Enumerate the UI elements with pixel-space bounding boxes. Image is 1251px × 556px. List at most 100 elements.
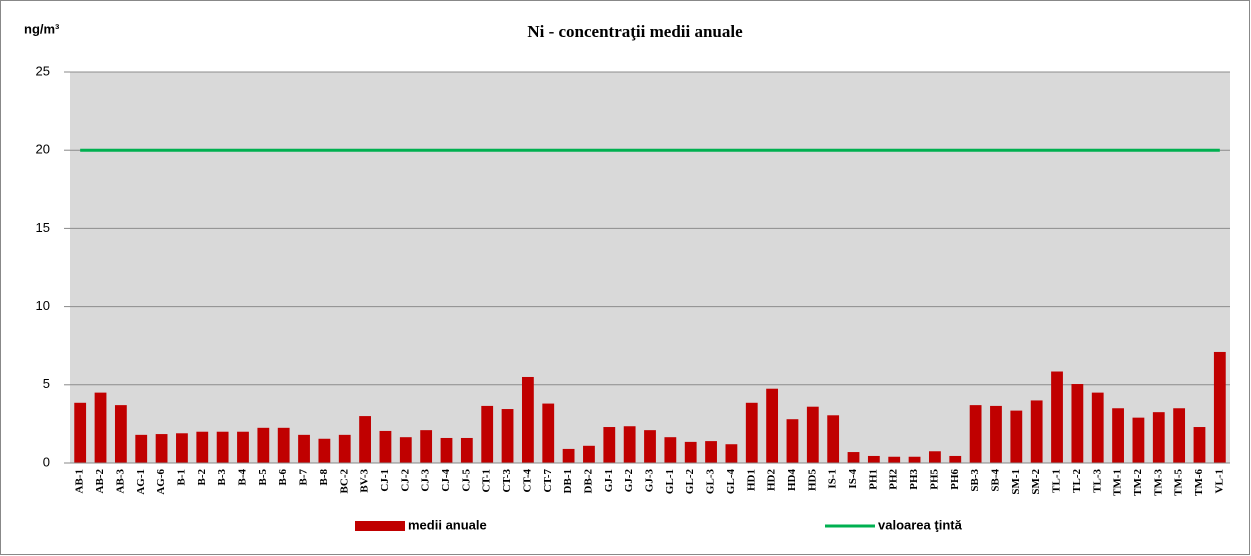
x-tick-label: VL-1 xyxy=(1213,469,1225,493)
y-tick-label: 10 xyxy=(36,298,50,313)
bar xyxy=(298,434,310,463)
bar xyxy=(420,430,433,463)
bar xyxy=(867,455,880,463)
bar xyxy=(501,409,514,463)
bar xyxy=(1213,351,1226,463)
bar xyxy=(1010,410,1023,463)
bar xyxy=(135,434,148,463)
x-tick-label: CT-3 xyxy=(501,469,513,493)
x-tick-label: TL-1 xyxy=(1051,469,1063,493)
bar xyxy=(359,416,371,463)
legend-swatch xyxy=(355,521,405,531)
legend-label: valoarea ţintă xyxy=(878,517,963,532)
bar xyxy=(237,431,249,463)
x-tick-label: TL-2 xyxy=(1071,469,1083,493)
x-tick-label: CT-4 xyxy=(521,469,533,493)
x-tick-label: PH2 xyxy=(888,469,900,490)
bar xyxy=(216,431,229,463)
bar xyxy=(1112,408,1124,463)
bar xyxy=(603,427,616,463)
x-tick-label: GL-2 xyxy=(684,469,696,495)
x-tick-label: B-8 xyxy=(318,469,330,486)
x-tick-label: AB-1 xyxy=(74,469,86,493)
bar xyxy=(460,437,473,463)
x-tick-label: IS-1 xyxy=(827,469,839,489)
x-tick-label: B-3 xyxy=(216,469,228,486)
y-axis-label: ng/m³ xyxy=(24,21,60,36)
bar xyxy=(644,430,656,463)
bar xyxy=(176,433,188,463)
bar xyxy=(1152,412,1165,463)
bar xyxy=(949,455,962,463)
bar xyxy=(827,415,840,463)
bar xyxy=(929,451,941,463)
x-tick-label: B-6 xyxy=(277,469,289,486)
bar xyxy=(786,419,799,463)
bar xyxy=(847,452,860,463)
x-tick-label: HD1 xyxy=(745,469,757,491)
bar xyxy=(1173,408,1186,463)
x-tick-label: HD2 xyxy=(766,469,778,492)
x-tick-label: SM-1 xyxy=(1010,469,1022,495)
x-tick-label: GL-3 xyxy=(705,469,717,495)
bar xyxy=(542,403,555,463)
bar xyxy=(562,448,575,463)
x-tick-label: IS-4 xyxy=(847,469,859,489)
x-tick-label: B-2 xyxy=(196,469,208,486)
x-tick-label: TL-3 xyxy=(1091,469,1103,493)
x-tick-label: GJ-2 xyxy=(623,469,635,493)
x-tick-label: AG-6 xyxy=(155,469,167,495)
bar xyxy=(745,402,758,463)
x-tick-label: B-1 xyxy=(175,469,187,486)
x-tick-label: PH5 xyxy=(928,469,940,490)
x-tick-label: AB-2 xyxy=(94,469,106,494)
bar xyxy=(908,456,921,463)
bar xyxy=(257,427,270,463)
bar xyxy=(705,441,717,463)
bar xyxy=(481,405,494,463)
bar xyxy=(969,405,982,463)
x-tick-label: CJ-1 xyxy=(379,469,391,492)
x-tick-label: BC-2 xyxy=(338,469,350,494)
legend-label: medii anuale xyxy=(408,517,487,532)
bar xyxy=(338,434,351,463)
bar xyxy=(583,445,595,463)
bar xyxy=(1051,371,1063,463)
x-tick-label: GJ-3 xyxy=(644,469,656,493)
x-tick-label: CJ-2 xyxy=(399,469,411,492)
x-tick-label: HD5 xyxy=(806,469,818,492)
y-tick-label: 25 xyxy=(36,63,50,78)
x-tick-label: B-5 xyxy=(257,469,269,486)
bar xyxy=(196,431,209,463)
x-tick-label: PH6 xyxy=(949,469,961,490)
bar xyxy=(990,405,1002,463)
x-tick-label: GL-1 xyxy=(664,469,676,494)
bar xyxy=(379,430,392,463)
bar xyxy=(725,444,738,463)
bar xyxy=(277,427,290,463)
bar xyxy=(94,392,107,463)
x-tick-label: AG-1 xyxy=(135,469,147,495)
x-tick-label: HD4 xyxy=(786,469,798,492)
bar xyxy=(1030,400,1043,463)
x-tick-label: SM-2 xyxy=(1030,469,1042,495)
bar xyxy=(806,406,819,463)
x-tick-label: DB-2 xyxy=(582,469,594,494)
y-tick-label: 15 xyxy=(36,220,50,235)
x-tick-label: SB-3 xyxy=(969,469,981,492)
bar xyxy=(440,437,453,463)
bar xyxy=(664,437,677,463)
x-tick-label: TM-5 xyxy=(1173,469,1185,496)
x-tick-label: PH3 xyxy=(908,469,920,490)
bar xyxy=(1132,417,1145,463)
bar xyxy=(1091,392,1104,463)
chart-title: Ni - concentraţii medii anuale xyxy=(527,22,743,41)
x-tick-label: GL-4 xyxy=(725,469,737,495)
bar xyxy=(74,402,87,463)
x-tick-label: SB-4 xyxy=(989,469,1001,492)
bar xyxy=(399,437,412,463)
x-tick-label: TM-3 xyxy=(1152,469,1164,496)
bar xyxy=(521,376,534,463)
x-tick-label: CT-7 xyxy=(542,469,554,493)
